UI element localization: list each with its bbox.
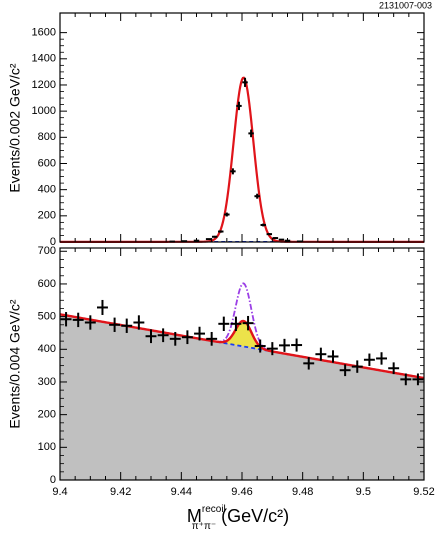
bottom-y-tick-label: 200 [38, 409, 56, 421]
top-plot-frame [59, 12, 425, 243]
bottom-y-tick-label: 500 [38, 311, 56, 323]
x-axis-label-main: M [187, 506, 202, 526]
bottom-y-tick-label: 0 [50, 474, 56, 486]
bottom-y-tick-label: 700 [38, 245, 56, 257]
bottom-x-tick-label: 9.48 [292, 486, 313, 498]
top-y-axis-label: Events/0.002 GeV/c² [7, 63, 23, 193]
bottom-x-tick-label: 9.42 [110, 486, 131, 498]
bottom-y-tick-label: 400 [38, 343, 56, 355]
signal-fill [211, 320, 276, 352]
bottom-x-ticks: 9.4 9.42 9.44 9.46 9.48 9.5 9.52 [52, 248, 435, 498]
top-y-tick-label: 1200 [32, 79, 56, 91]
bottom-y-ticks: 0 100 200 300 400 500 600 700 [38, 245, 424, 486]
bottom-x-tick-label: 9.46 [231, 486, 252, 498]
top-plot-area [60, 76, 424, 243]
x-axis-label-sub: π⁺π⁻ [192, 521, 216, 532]
top-y-tick-label: 1400 [32, 53, 56, 65]
top-y-tick-label: 1000 [32, 105, 56, 117]
top-y-tick-label: 1600 [32, 27, 56, 39]
bottom-y-tick-label: 600 [38, 278, 56, 290]
bottom-x-tick-label: 9.4 [52, 486, 67, 498]
bottom-x-tick-label: 9.52 [413, 486, 434, 498]
x-axis-label-sup: recoil [202, 504, 226, 515]
bottom-fit-curve [59, 313, 425, 380]
bottom-x-tick-label: 9.44 [171, 486, 192, 498]
top-y-ticks: 0 200 400 600 800 1000 1200 1400 1600 [32, 13, 425, 248]
top-fit-curve [60, 76, 424, 243]
top-y-tick-label: 200 [38, 210, 56, 222]
background-fill [60, 314, 424, 480]
top-y-tick-label: 0 [50, 236, 56, 248]
top-y-tick-label: 400 [38, 184, 56, 196]
bottom-y-axis-label: Events/0.004 GeV/c² [7, 299, 23, 429]
figure-id: 2131007-003 [379, 0, 432, 10]
bottom-y-tick-label: 300 [38, 376, 56, 388]
bottom-y-tick-label: 100 [38, 441, 56, 453]
bottom-plot-area [59, 282, 425, 480]
x-axis-label: Mrecoil π⁺π⁻ (GeV/c²) [187, 504, 289, 532]
x-axis-label-units: (GeV/c²) [216, 506, 289, 526]
top-panel: 0 200 400 600 800 1000 1200 1400 1600 Events/0.0… [7, 12, 425, 248]
top-y-tick-label: 800 [38, 131, 56, 143]
bottom-x-tick-label: 9.5 [356, 486, 371, 498]
top-y-tick-label: 600 [38, 157, 56, 169]
